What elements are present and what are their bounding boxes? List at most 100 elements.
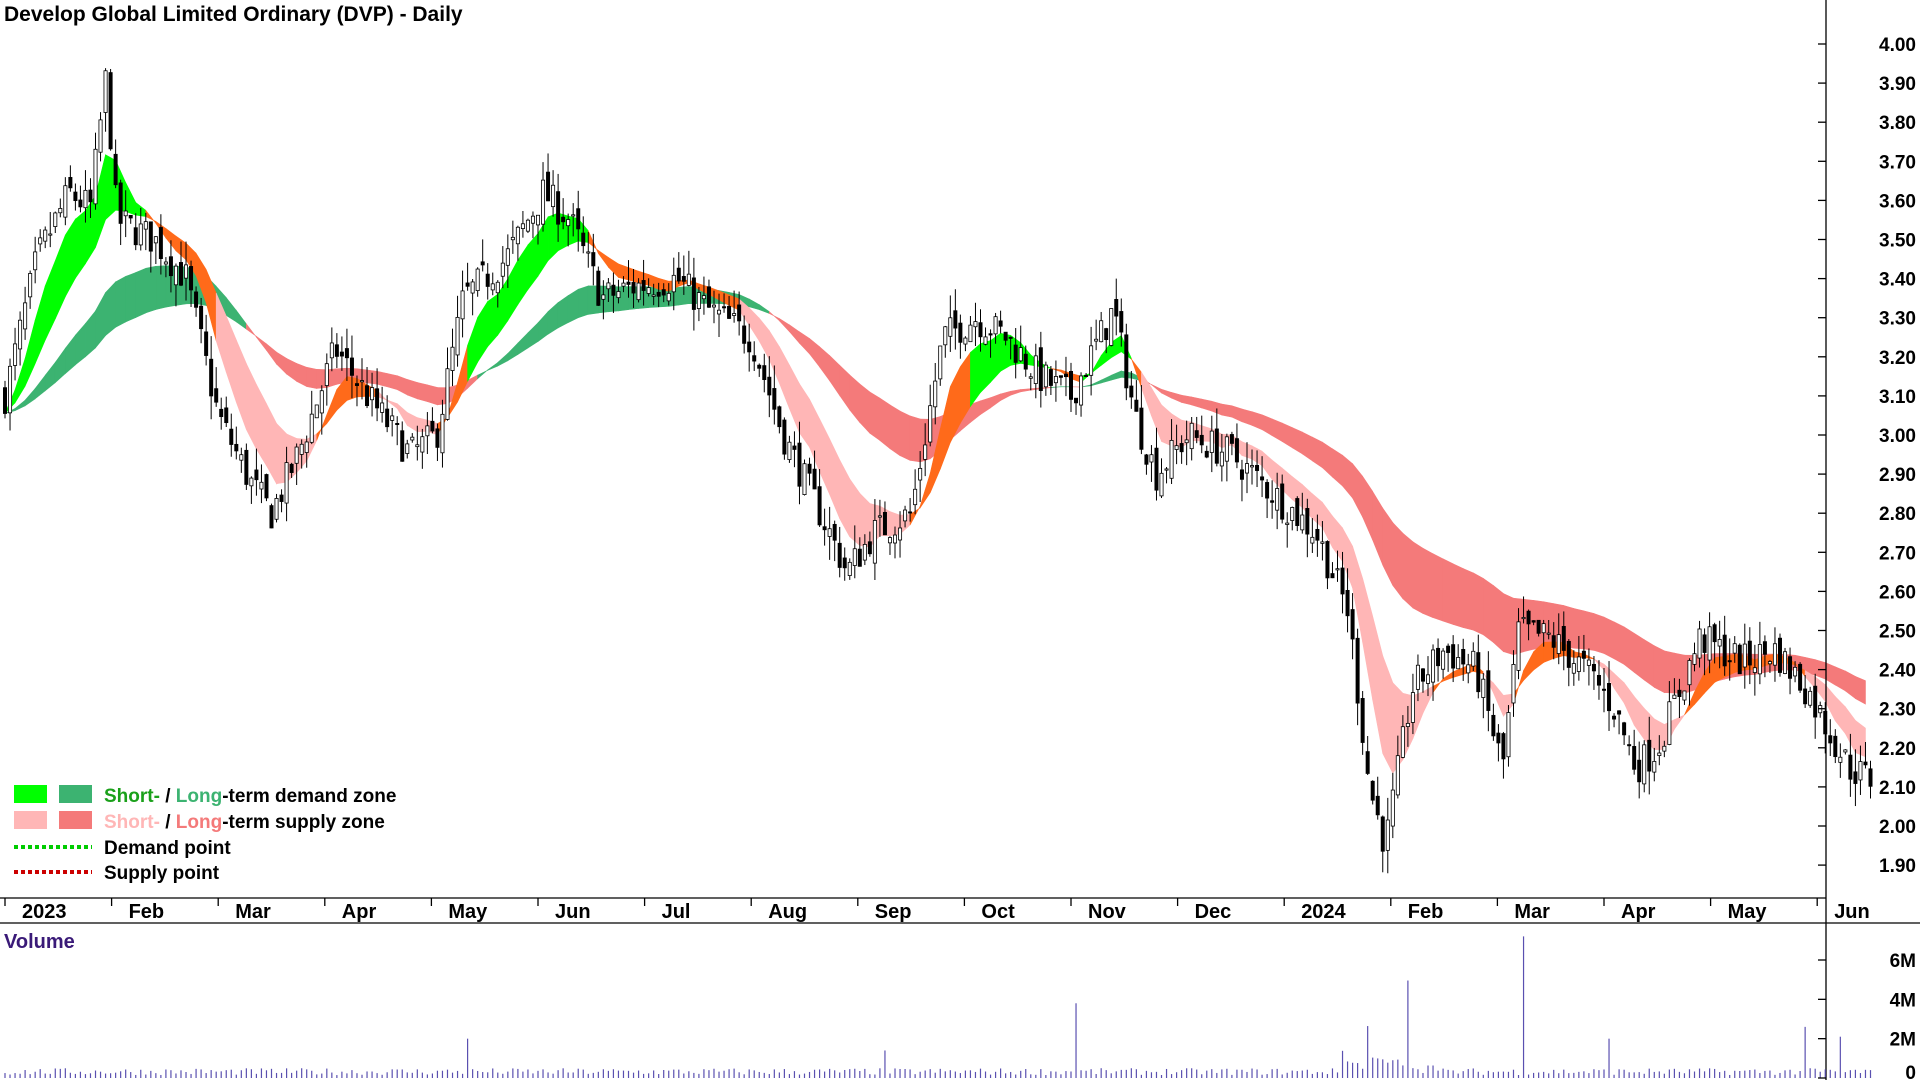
candle-body [8,365,13,414]
candle-body [349,357,354,376]
long-term-supply-zone [1483,577,1494,643]
y-tick-label: 2.20 [1879,739,1916,760]
long-term-supply-zone [1422,547,1434,619]
candle-body [304,441,309,453]
candle-body [717,309,722,315]
candle-body [676,267,681,282]
candle-body [113,153,118,186]
candle-body [782,419,787,455]
candle-body [837,542,842,568]
candle-body [38,237,43,245]
y-tick-label: 3.20 [1879,348,1916,369]
x-tick-label: 2024 [1301,901,1346,923]
candle-body [877,515,882,518]
candle-body [1717,639,1722,647]
candle-body [289,463,294,473]
long-term-supply-zone [1603,616,1615,660]
candle-body [1315,528,1320,541]
long-term-supply-zone [1472,572,1484,636]
y-tick-label: 2.90 [1879,465,1916,486]
candle-body [1617,710,1622,715]
candle-body [1224,436,1229,462]
y-tick-label: 3.30 [1879,309,1916,330]
candle-body [505,248,510,266]
candle-body [1456,657,1461,670]
candle-body [1270,500,1275,503]
candle-body [1526,610,1531,625]
candle-body [1285,522,1290,525]
candle-body [742,325,747,344]
candle-body [1541,623,1546,634]
y-tick-label: 3.00 [1879,426,1916,447]
candle-body [1546,632,1551,635]
candle-body [168,256,173,277]
candle-body [1008,336,1013,339]
candle-body [1204,450,1209,458]
candle-body [510,236,515,241]
candle-body [1511,664,1516,704]
candle-body [686,273,691,286]
candle-body [1551,635,1556,648]
candle-body [1169,440,1174,479]
candle-body [943,326,948,346]
candle-body [425,425,430,437]
candle-body [1244,463,1249,474]
candle-body [1310,536,1315,544]
candle-body [163,261,168,265]
candle-body [1722,634,1727,667]
candle-body [953,310,958,329]
candle-body [3,387,8,414]
x-tick-label: 2023 [22,901,67,923]
candle-body [189,266,194,291]
candle-body [58,208,63,214]
candle-body [23,302,28,330]
candle-body [1853,771,1858,784]
candle-body [1023,353,1028,370]
x-tick-label: May [1728,901,1768,923]
long-term-supply-zone [869,391,881,442]
candle-body [918,467,923,481]
candle-body [329,342,334,359]
candle-body [1426,674,1431,684]
candle-body [1410,692,1415,723]
candle-body [968,324,973,343]
candle-body [78,199,83,208]
candle-body [1591,663,1596,672]
candle-body [546,171,551,202]
candle-body [118,182,123,224]
candle-body [1124,334,1129,389]
candle-body [1139,407,1144,450]
candle-body [344,348,349,359]
candle-body [395,423,400,426]
candle-body [1536,619,1541,634]
long-term-supply-zone [1653,645,1665,694]
volume-label: Volume [4,931,75,953]
candle-body [792,445,797,450]
candle-body [1013,344,1018,363]
candle-body [626,281,631,285]
candle-body [410,436,415,441]
candle-body [1742,643,1747,668]
candle-body [1184,439,1189,444]
candle-body [184,264,189,279]
candle-body [445,368,450,420]
candle-body [903,509,908,522]
candle-body [913,488,918,506]
candle-body [1863,761,1868,766]
candle-body [133,227,138,246]
candle-body [1471,650,1476,667]
legend-swatch-short-supply [14,811,47,829]
long-term-supply-zone [1623,626,1635,673]
candle-body [601,294,606,300]
candle-body [199,305,204,330]
candle-body [1003,331,1008,341]
candle-body [908,511,913,514]
candle-body [1788,656,1793,679]
candle-body [1596,674,1601,686]
candle-body [983,336,988,345]
candle-body [430,420,435,432]
candle-body [581,232,586,247]
candle-body [1214,428,1219,464]
candle-body [1018,347,1023,362]
